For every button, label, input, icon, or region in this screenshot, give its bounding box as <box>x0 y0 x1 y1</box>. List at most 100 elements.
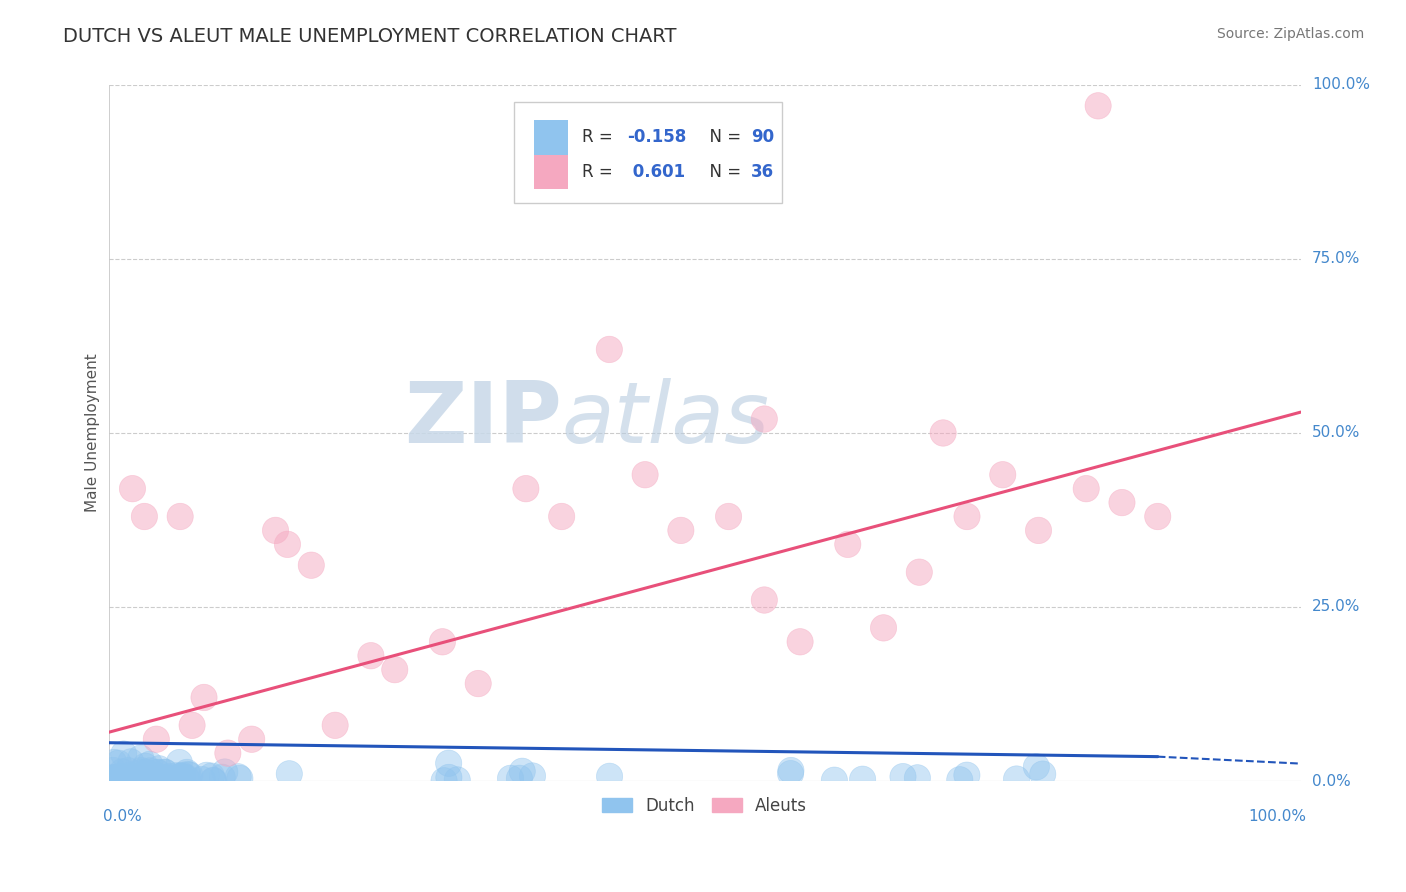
Ellipse shape <box>143 759 170 786</box>
Ellipse shape <box>596 336 623 363</box>
Text: 50.0%: 50.0% <box>1312 425 1360 441</box>
Ellipse shape <box>118 765 145 792</box>
Ellipse shape <box>101 764 128 791</box>
Ellipse shape <box>105 750 132 776</box>
Ellipse shape <box>105 764 132 790</box>
Ellipse shape <box>156 766 183 793</box>
Ellipse shape <box>778 761 804 787</box>
Ellipse shape <box>751 406 778 433</box>
Ellipse shape <box>136 757 163 784</box>
Ellipse shape <box>835 531 860 558</box>
Ellipse shape <box>167 503 193 530</box>
Ellipse shape <box>188 766 215 793</box>
Text: Source: ZipAtlas.com: Source: ZipAtlas.com <box>1216 27 1364 41</box>
Text: DUTCH VS ALEUT MALE UNEMPLOYMENT CORRELATION CHART: DUTCH VS ALEUT MALE UNEMPLOYMENT CORRELA… <box>63 27 676 45</box>
Text: 0.601: 0.601 <box>627 163 685 181</box>
FancyBboxPatch shape <box>515 103 782 203</box>
Ellipse shape <box>170 762 195 789</box>
Ellipse shape <box>173 764 200 791</box>
Text: R =: R = <box>582 163 617 181</box>
Ellipse shape <box>138 762 165 788</box>
Ellipse shape <box>170 766 195 793</box>
FancyBboxPatch shape <box>534 154 568 189</box>
Ellipse shape <box>381 657 408 683</box>
Ellipse shape <box>152 759 177 786</box>
Ellipse shape <box>201 767 226 794</box>
Ellipse shape <box>143 764 169 791</box>
Ellipse shape <box>142 765 169 792</box>
Ellipse shape <box>225 764 252 790</box>
Ellipse shape <box>946 766 973 793</box>
Text: ZIP: ZIP <box>404 377 561 460</box>
Ellipse shape <box>138 767 163 794</box>
Ellipse shape <box>177 762 202 789</box>
Ellipse shape <box>200 767 226 794</box>
Ellipse shape <box>513 475 538 502</box>
Ellipse shape <box>239 726 264 753</box>
Ellipse shape <box>432 767 457 794</box>
Ellipse shape <box>929 420 956 446</box>
Ellipse shape <box>751 587 778 614</box>
Ellipse shape <box>131 503 157 530</box>
Ellipse shape <box>127 765 153 792</box>
Ellipse shape <box>904 764 931 791</box>
Ellipse shape <box>778 757 804 784</box>
Ellipse shape <box>141 764 167 791</box>
Text: -0.158: -0.158 <box>627 128 686 146</box>
Ellipse shape <box>166 749 193 776</box>
Ellipse shape <box>179 712 205 739</box>
Ellipse shape <box>1085 93 1111 119</box>
Ellipse shape <box>548 503 575 530</box>
Ellipse shape <box>436 764 463 790</box>
Ellipse shape <box>128 760 153 786</box>
Ellipse shape <box>98 766 125 792</box>
Ellipse shape <box>128 745 153 772</box>
Ellipse shape <box>173 766 200 792</box>
Ellipse shape <box>132 753 159 780</box>
Text: N =: N = <box>699 128 747 146</box>
Ellipse shape <box>115 767 142 794</box>
Ellipse shape <box>298 552 325 578</box>
Ellipse shape <box>1025 517 1052 543</box>
Ellipse shape <box>596 764 623 789</box>
Ellipse shape <box>118 748 143 775</box>
Ellipse shape <box>129 768 156 794</box>
Ellipse shape <box>1109 490 1135 516</box>
Ellipse shape <box>128 757 155 784</box>
Ellipse shape <box>215 740 240 766</box>
Text: 75.0%: 75.0% <box>1312 252 1360 267</box>
Ellipse shape <box>274 531 301 558</box>
Text: R =: R = <box>582 128 617 146</box>
Ellipse shape <box>152 759 179 786</box>
Ellipse shape <box>519 763 546 789</box>
Ellipse shape <box>226 765 253 792</box>
Ellipse shape <box>191 684 217 711</box>
Ellipse shape <box>209 764 235 790</box>
Ellipse shape <box>146 756 172 782</box>
Text: 0.0%: 0.0% <box>1312 773 1351 789</box>
Ellipse shape <box>156 764 183 789</box>
Text: 100.0%: 100.0% <box>1249 809 1306 824</box>
Ellipse shape <box>143 726 170 753</box>
Ellipse shape <box>120 765 145 792</box>
Ellipse shape <box>167 763 194 789</box>
Ellipse shape <box>194 762 219 789</box>
Ellipse shape <box>1144 503 1171 530</box>
Ellipse shape <box>212 759 238 785</box>
Ellipse shape <box>111 741 136 767</box>
Ellipse shape <box>115 757 141 784</box>
Ellipse shape <box>498 765 523 791</box>
Ellipse shape <box>263 517 288 543</box>
Text: 36: 36 <box>751 163 775 181</box>
Ellipse shape <box>134 761 159 787</box>
Text: atlas: atlas <box>561 377 769 460</box>
Ellipse shape <box>990 461 1017 488</box>
Ellipse shape <box>143 764 170 790</box>
Legend: Dutch, Aleuts: Dutch, Aleuts <box>596 790 814 822</box>
Ellipse shape <box>276 761 302 787</box>
Ellipse shape <box>506 765 533 791</box>
Ellipse shape <box>146 764 173 790</box>
Ellipse shape <box>668 517 695 543</box>
Ellipse shape <box>716 503 742 530</box>
Ellipse shape <box>134 759 159 786</box>
